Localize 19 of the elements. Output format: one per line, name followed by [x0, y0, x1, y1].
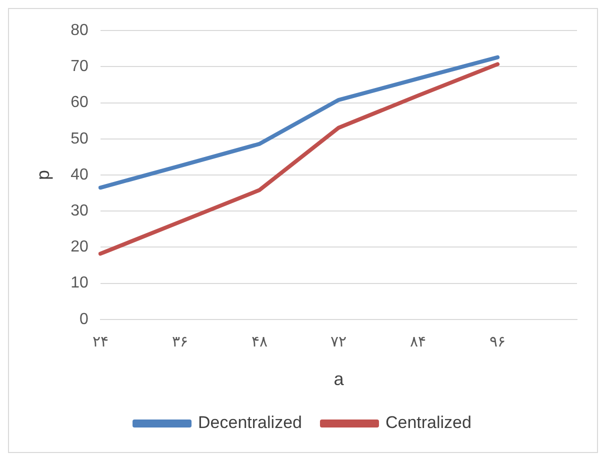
y-tick-label: 80: [70, 22, 88, 40]
y-tick-label: 30: [70, 202, 88, 220]
x-axis-title: a: [334, 369, 345, 390]
legend-label: Decentralized: [198, 413, 302, 432]
x-tick-label: ۹۶: [490, 334, 506, 351]
x-tick-label: ۳۶: [172, 334, 188, 351]
y-tick-label: 60: [70, 94, 88, 112]
y-tick-label: 40: [70, 166, 88, 184]
legend-label: Centralized: [385, 413, 472, 432]
x-tick-label: ۴۸: [251, 334, 268, 351]
x-tick-label: ۷۲: [330, 334, 347, 351]
y-tick-label: 20: [70, 238, 88, 256]
y-tick-label: 50: [70, 130, 88, 148]
y-tick-label: 70: [70, 58, 88, 76]
y-tick-label: 0: [79, 310, 88, 328]
y-tick-label: 10: [70, 274, 88, 292]
x-tick-label: ۸۴: [410, 334, 426, 351]
y-axis-title: p: [32, 170, 53, 180]
x-tick-label: ۲۴: [92, 334, 108, 351]
